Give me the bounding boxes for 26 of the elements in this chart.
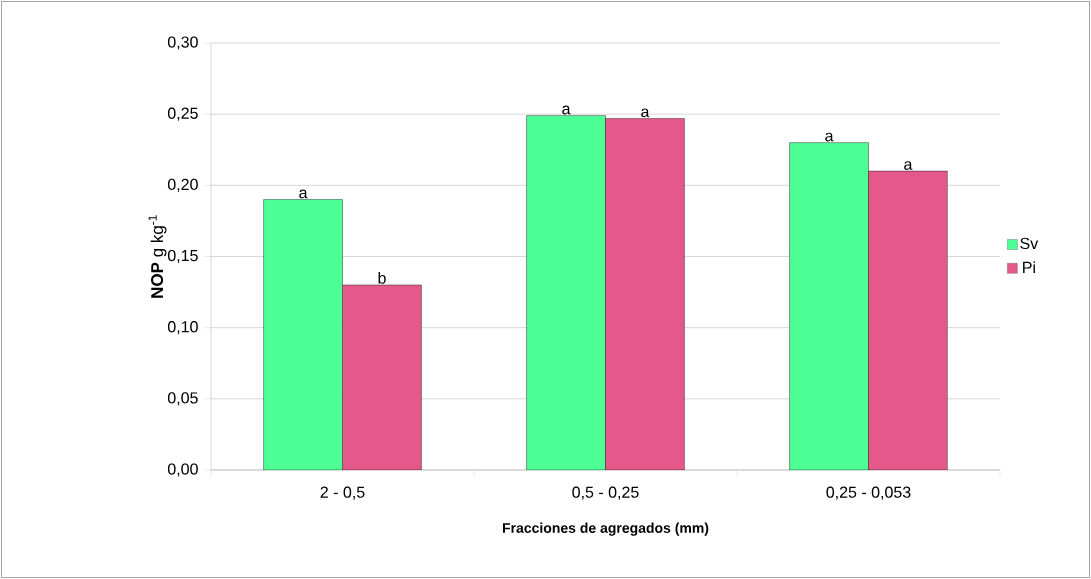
x-tick-label: 2 - 0,5 xyxy=(320,486,365,500)
annotation: b xyxy=(378,272,386,284)
y-tick-label: 0,30 xyxy=(167,36,198,50)
bar xyxy=(605,118,685,470)
y-tick-label: 0,00 xyxy=(167,463,198,477)
y-tick-label: 0,05 xyxy=(167,392,198,406)
x-tick-label: 0,25 - 0,053 xyxy=(826,486,911,500)
bar xyxy=(263,199,343,470)
legend-label: Sv xyxy=(1020,237,1039,250)
annotation: a xyxy=(904,161,913,170)
annotation: a xyxy=(825,132,834,142)
annotation: a xyxy=(562,105,571,115)
y-tick-label: 0,15 xyxy=(167,249,198,264)
y-axis-title: NOP g kg$^{-1}$ xyxy=(148,215,167,298)
bar xyxy=(868,170,948,470)
y-tick-label: 0,20 xyxy=(167,178,198,192)
legend-label: Pi xyxy=(1023,261,1035,273)
y-tick-label: 0,25 xyxy=(167,107,198,121)
x-tick-label: 0,5 - 0,25 xyxy=(572,486,639,500)
annotation: a xyxy=(641,108,650,118)
bar xyxy=(789,142,869,470)
x-axis-title: Fracciones de agregados (mm) xyxy=(502,522,709,536)
bar xyxy=(342,284,422,470)
y-tick-label: 0,10 xyxy=(167,321,198,335)
annotation: a xyxy=(299,189,308,199)
bar xyxy=(526,115,606,470)
